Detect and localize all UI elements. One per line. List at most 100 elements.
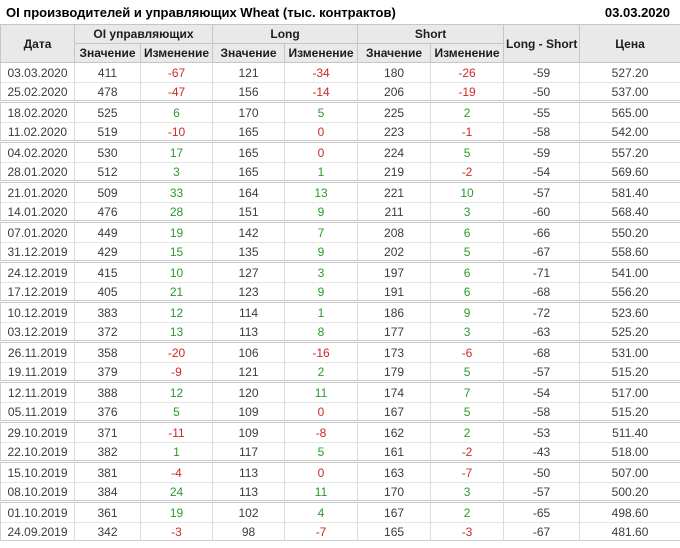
date-cell: 26.11.2019 — [0, 341, 75, 363]
oi-change-cell: 5 — [139, 402, 214, 422]
long-value-cell: 113 — [212, 461, 286, 483]
long-short-cell: -67 — [503, 242, 581, 262]
table-row: 04.02.2020 530 17 165 0 224 5 -59 557.20 — [0, 141, 680, 163]
short-value-cell: 202 — [357, 242, 432, 262]
oi-value-cell: 478 — [74, 82, 141, 102]
long-short-cell: -58 — [503, 122, 581, 142]
short-change-cell: -6 — [430, 341, 505, 363]
oi-value-cell: 342 — [74, 522, 141, 541]
long-change-cell: 0 — [284, 461, 359, 483]
oi-value-cell: 405 — [74, 282, 141, 302]
price-cell: 525.20 — [579, 322, 680, 342]
table-row: 24.09.2019 342 -3 98 -7 165 -3 -67 481.6… — [0, 522, 680, 541]
table-row: 21.01.2020 509 33 164 13 221 10 -57 581.… — [0, 181, 680, 203]
long-short-cell: -53 — [503, 421, 581, 443]
long-value-cell: 109 — [212, 402, 286, 422]
report-date: 03.03.2020 — [604, 4, 670, 20]
table-row: 11.02.2020 519 -10 165 0 223 -1 -58 542.… — [0, 122, 680, 142]
header-oi-change: Изменение — [139, 43, 214, 63]
long-short-cell: -66 — [503, 221, 581, 243]
oi-value-cell: 509 — [74, 181, 141, 203]
long-short-cell: -43 — [503, 442, 581, 462]
short-change-cell: 9 — [430, 301, 505, 323]
short-change-cell: -3 — [430, 522, 505, 541]
price-cell: 568.40 — [579, 202, 680, 222]
long-value-cell: 151 — [212, 202, 286, 222]
long-change-cell: 5 — [284, 101, 359, 123]
long-short-cell: -57 — [503, 362, 581, 382]
short-value-cell: 206 — [357, 82, 432, 102]
long-value-cell: 121 — [212, 362, 286, 382]
cot-table: Дата OI управляющих Long Short Long - Sh… — [0, 24, 680, 541]
long-change-cell: -8 — [284, 421, 359, 443]
oi-change-cell: -47 — [139, 82, 214, 102]
table-row: 25.02.2020 478 -47 156 -14 206 -19 -50 5… — [0, 82, 680, 102]
table-row: 05.11.2019 376 5 109 0 167 5 -58 515.20 — [0, 402, 680, 422]
header-group-oi: OI управляющих — [73, 24, 214, 44]
header-long-change: Изменение — [284, 43, 359, 63]
long-value-cell: 165 — [212, 162, 286, 182]
long-value-cell: 113 — [212, 482, 286, 502]
long-value-cell: 121 — [212, 62, 286, 83]
long-change-cell: -14 — [284, 82, 359, 102]
header-short-value: Значение — [357, 43, 432, 63]
short-value-cell: 167 — [357, 402, 432, 422]
long-short-cell: -50 — [503, 461, 581, 483]
short-change-cell: -2 — [430, 442, 505, 462]
long-value-cell: 156 — [212, 82, 286, 102]
oi-change-cell: 17 — [139, 141, 214, 163]
long-change-cell: -34 — [284, 62, 359, 83]
date-cell: 24.09.2019 — [0, 522, 75, 541]
price-cell: 518.00 — [579, 442, 680, 462]
oi-change-cell: -10 — [139, 122, 214, 142]
long-change-cell: 0 — [284, 141, 359, 163]
table-row: 12.11.2019 388 12 120 11 174 7 -54 517.0… — [0, 381, 680, 403]
long-change-cell: 3 — [284, 261, 359, 283]
date-cell: 18.02.2020 — [0, 101, 75, 123]
oi-change-cell: 28 — [139, 202, 214, 222]
long-short-cell: -63 — [503, 322, 581, 342]
short-value-cell: 191 — [357, 282, 432, 302]
long-change-cell: 8 — [284, 322, 359, 342]
long-short-cell: -55 — [503, 101, 581, 123]
table-row: 31.12.2019 429 15 135 9 202 5 -67 558.60 — [0, 242, 680, 262]
page-title: OI производителей и управляющих Wheat (т… — [6, 4, 396, 20]
long-short-cell: -71 — [503, 261, 581, 283]
short-value-cell: 177 — [357, 322, 432, 342]
short-change-cell: 2 — [430, 101, 505, 123]
long-short-cell: -59 — [503, 141, 581, 163]
short-change-cell: -19 — [430, 82, 505, 102]
oi-value-cell: 381 — [74, 461, 141, 483]
long-value-cell: 135 — [212, 242, 286, 262]
price-cell: 556.20 — [579, 282, 680, 302]
short-value-cell: 180 — [357, 62, 432, 83]
price-cell: 515.20 — [579, 362, 680, 382]
oi-value-cell: 388 — [74, 381, 141, 403]
oi-change-cell: 15 — [139, 242, 214, 262]
short-value-cell: 179 — [357, 362, 432, 382]
oi-value-cell: 449 — [74, 221, 141, 243]
table-row: 28.01.2020 512 3 165 1 219 -2 -54 569.60 — [0, 162, 680, 182]
long-value-cell: 142 — [212, 221, 286, 243]
long-value-cell: 165 — [212, 122, 286, 142]
oi-value-cell: 376 — [74, 402, 141, 422]
short-value-cell: 173 — [357, 341, 432, 363]
oi-value-cell: 384 — [74, 482, 141, 502]
long-value-cell: 102 — [212, 501, 286, 523]
oi-value-cell: 371 — [74, 421, 141, 443]
header-price: Цена — [579, 24, 680, 63]
short-value-cell: 170 — [357, 482, 432, 502]
long-value-cell: 113 — [212, 322, 286, 342]
table-row: 15.10.2019 381 -4 113 0 163 -7 -50 507.0… — [0, 461, 680, 483]
long-value-cell: 164 — [212, 181, 286, 203]
oi-value-cell: 476 — [74, 202, 141, 222]
price-cell: 581.40 — [579, 181, 680, 203]
long-value-cell: 106 — [212, 341, 286, 363]
long-change-cell: 11 — [284, 381, 359, 403]
long-short-cell: -68 — [503, 341, 581, 363]
price-cell: 557.20 — [579, 141, 680, 163]
date-cell: 24.12.2019 — [0, 261, 75, 283]
date-cell: 14.01.2020 — [0, 202, 75, 222]
header-group-long: Long — [212, 24, 359, 44]
date-cell: 01.10.2019 — [0, 501, 75, 523]
